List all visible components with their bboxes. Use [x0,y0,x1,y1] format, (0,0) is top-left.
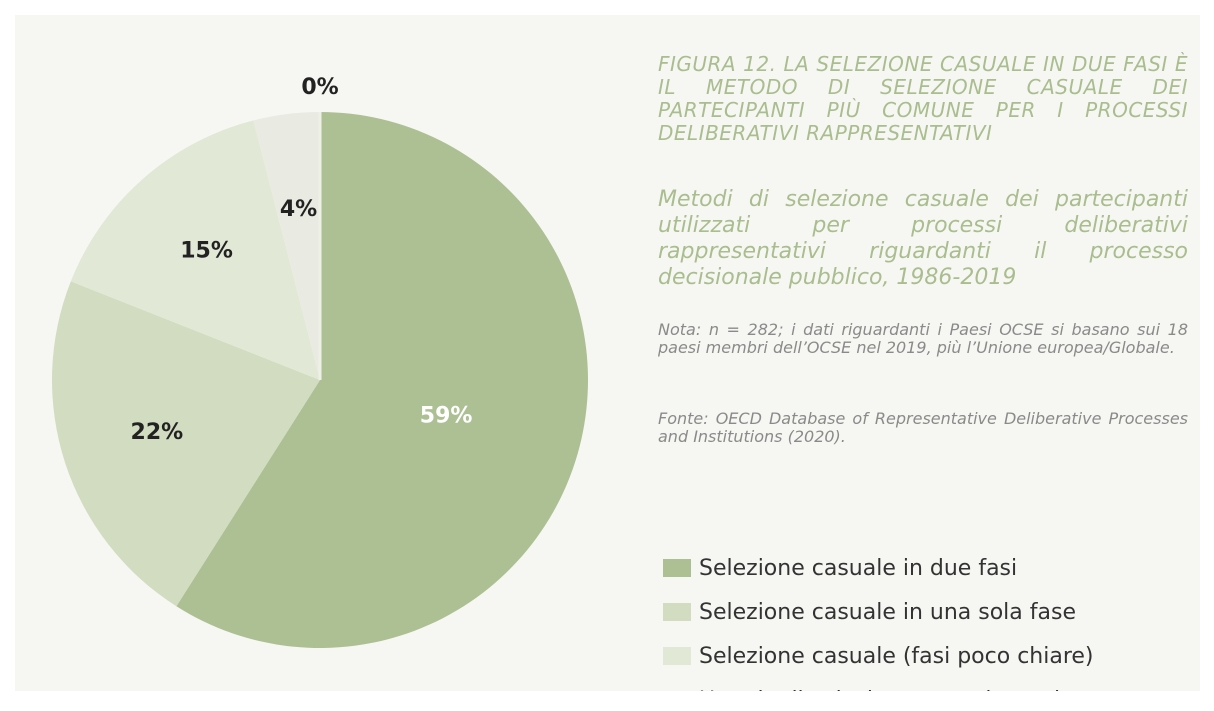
legend-item: Selezione casuale in una sola fase [663,597,1105,627]
chart-title: FIGURA 12. LA SELEZIONE CASUALE IN DUE F… [658,52,1188,145]
legend-label: Un mix di selezione casuale e mirata [699,688,1105,692]
legend: Selezione casuale in due fasi Selezione c… [663,553,1105,691]
legend-swatch [663,603,691,621]
legend-label: Selezione casuale in una sola fase [699,599,1076,625]
legend-swatch [663,559,691,577]
pie-chart: 59% 22% 15% 4% 0% [51,75,588,648]
pie-slice [51,281,321,607]
data-label: 22% [131,420,184,445]
legend-item: Selezione casuale in due fasi [663,553,1105,583]
chart-subtitle: Metodi di selezione casuale dei partecip… [658,187,1188,290]
data-label: 0% [301,75,338,100]
legend-item: Selezione casuale (fasi poco chiare) [663,641,1105,671]
source: Fonte: OECD Database of Representative D… [658,409,1188,446]
chart-panel: 59% 22% 15% 4% 0% FIGURA 12. LA SELEZIONE CA… [15,15,1200,691]
data-label: 59% [420,404,473,429]
pie-slice [253,112,320,380]
pie-slice [70,120,320,381]
pie-slice [176,112,588,648]
legend-swatch [663,647,691,665]
legend-item: Un mix di selezione casuale e mirata [663,685,1105,692]
data-label: 4% [280,197,317,222]
data-label: 15% [180,238,233,263]
legend-label: Selezione casuale (fasi poco chiare) [699,643,1094,669]
note: Nota: n = 282; i dati riguardanti i Paes… [658,320,1188,357]
legend-label: Selezione casuale in due fasi [699,555,1018,581]
